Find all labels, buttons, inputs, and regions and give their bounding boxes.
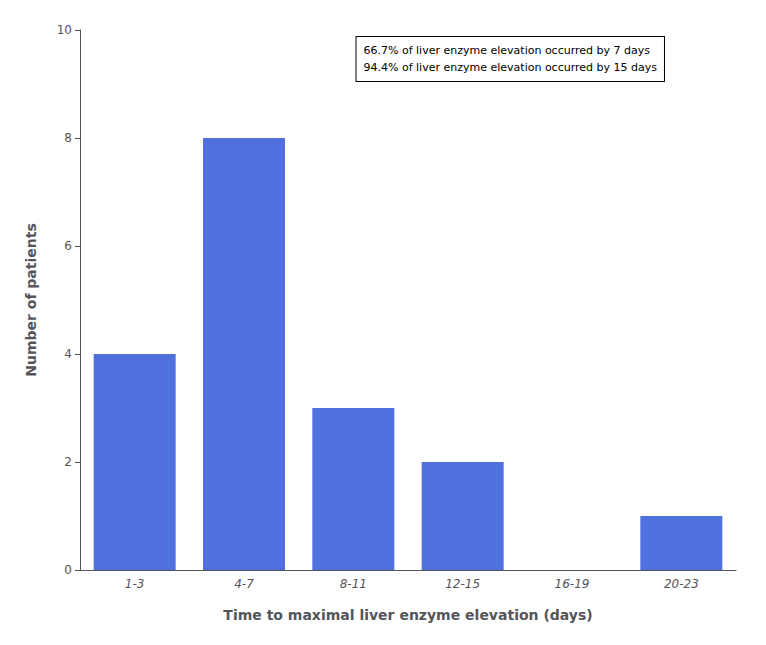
svg-text:66.7% of liver enzyme elevatio: 66.7% of liver enzyme elevation occurred… [364, 44, 651, 57]
svg-text:4: 4 [64, 347, 72, 361]
svg-text:2: 2 [64, 455, 72, 469]
svg-text:6: 6 [64, 239, 72, 253]
svg-text:20-23: 20-23 [664, 577, 699, 591]
svg-text:10: 10 [57, 23, 72, 37]
svg-text:0: 0 [64, 563, 72, 577]
svg-text:8: 8 [64, 131, 72, 145]
svg-text:16-19: 16-19 [555, 577, 590, 591]
svg-text:Number of patients: Number of patients [23, 223, 39, 377]
svg-text:1-3: 1-3 [125, 577, 145, 591]
svg-text:12-15: 12-15 [445, 577, 480, 591]
svg-text:8-11: 8-11 [340, 577, 367, 591]
svg-text:4-7: 4-7 [234, 577, 254, 591]
svg-text:Time to maximal liver enzyme e: Time to maximal liver enzyme elevation (… [223, 607, 592, 623]
svg-text:94.4% of liver enzyme elevatio: 94.4% of liver enzyme elevation occurred… [364, 61, 658, 74]
